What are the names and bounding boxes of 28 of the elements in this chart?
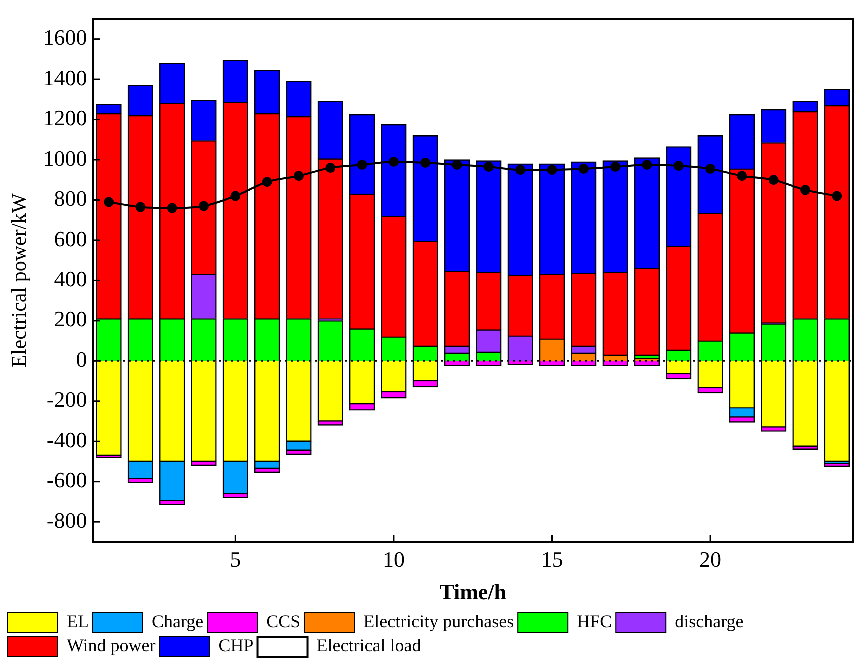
legend-label: discharge xyxy=(675,612,744,632)
x-tick-label: 15 xyxy=(541,547,564,572)
y-tick-label: -400 xyxy=(46,427,88,452)
legend-label: CCS xyxy=(266,612,301,632)
legend-label: CHP xyxy=(218,636,254,656)
legend-label: Wind power xyxy=(67,636,156,656)
y-tick-label: 1400 xyxy=(43,65,88,90)
y-tick-label: 0 xyxy=(76,346,88,372)
legend-label: EL xyxy=(67,612,89,632)
y-tick-label: -200 xyxy=(46,387,88,412)
legend-label: Charge xyxy=(152,612,204,632)
legend-label: Electrical load xyxy=(316,636,422,656)
y-axis-title: Electrical power/kW xyxy=(7,193,32,368)
x-tick-label: 20 xyxy=(700,547,722,572)
y-tick-label: 800 xyxy=(54,186,88,212)
y-tick-label: 600 xyxy=(54,226,88,252)
y-tick-label: -800 xyxy=(46,508,88,533)
y-tick-label: 1000 xyxy=(43,146,88,171)
y-tick-label: 400 xyxy=(54,266,88,292)
x-tick-label: 5 xyxy=(230,547,242,572)
x-axis-title: Time/h xyxy=(440,579,507,604)
y-tick-label: 200 xyxy=(54,306,88,332)
x-tick-label: 10 xyxy=(382,547,405,572)
legend-label: Electricity purchases xyxy=(364,612,514,632)
legend-label: HFC xyxy=(577,612,612,632)
y-tick-label: -600 xyxy=(46,468,88,493)
y-tick-label: 1600 xyxy=(43,25,88,50)
y-tick-label: 1200 xyxy=(43,106,88,131)
